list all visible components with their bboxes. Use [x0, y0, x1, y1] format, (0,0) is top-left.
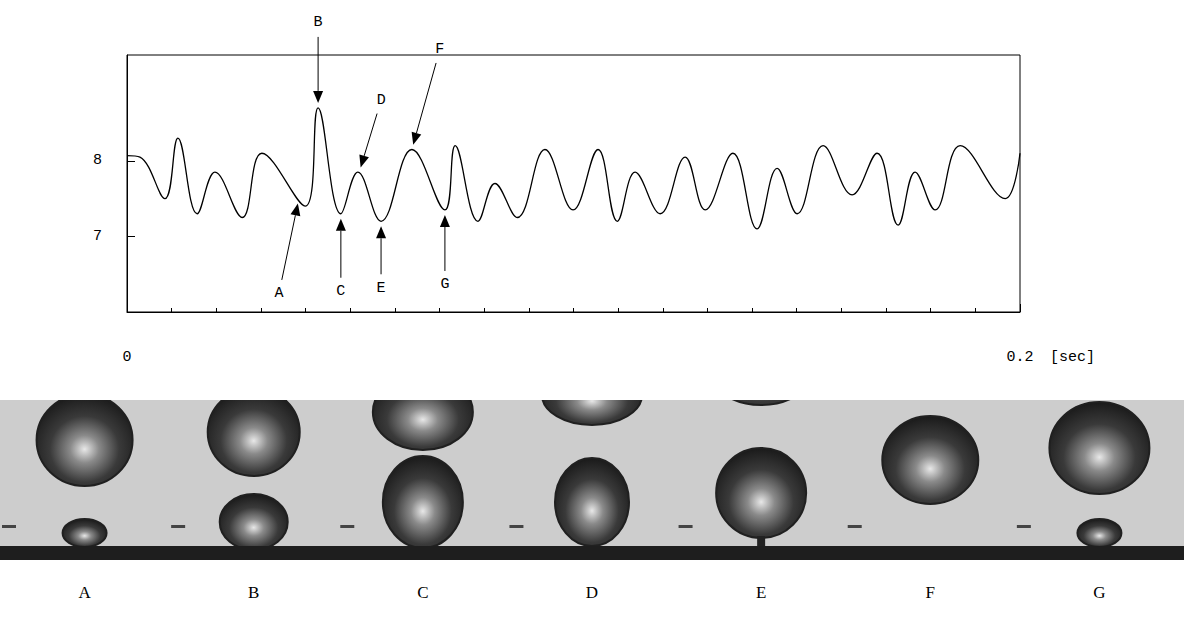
svg-text:A: A — [274, 285, 283, 302]
svg-text:E: E — [377, 280, 386, 297]
svg-text:8: 8 — [93, 152, 102, 169]
svg-text:D: D — [586, 583, 598, 602]
svg-text:B: B — [314, 14, 323, 31]
svg-text:F: F — [435, 41, 444, 58]
svg-text:C: C — [336, 283, 345, 300]
svg-text:A: A — [78, 583, 91, 602]
svg-text:G: G — [1093, 583, 1105, 602]
svg-text:G: G — [440, 276, 449, 293]
svg-text:C: C — [417, 583, 428, 602]
svg-text:0.2: 0.2 — [1006, 349, 1033, 366]
svg-text:E: E — [756, 583, 766, 602]
svg-text:F: F — [926, 583, 935, 602]
svg-text:7: 7 — [93, 228, 102, 245]
svg-text:[sec]: [sec] — [1050, 349, 1095, 366]
svg-text:D: D — [377, 92, 386, 109]
svg-text:B: B — [248, 583, 259, 602]
svg-text:0: 0 — [122, 349, 131, 366]
